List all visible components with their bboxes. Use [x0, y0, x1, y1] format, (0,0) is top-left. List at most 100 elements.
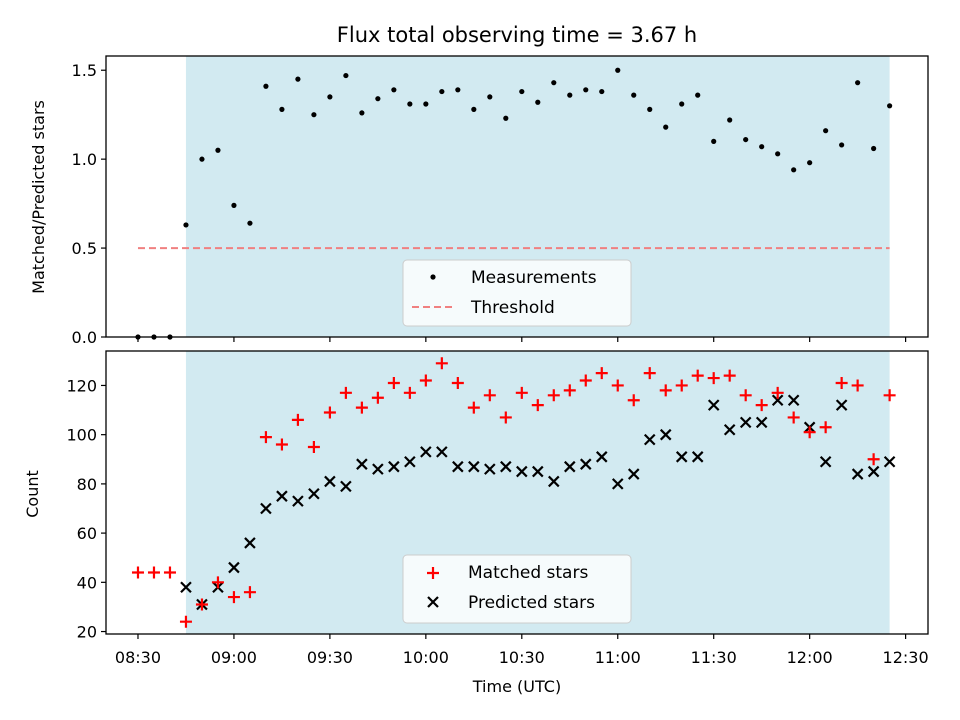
predicted-stars-point — [739, 416, 752, 429]
measurement-point — [679, 101, 685, 107]
x-tick-label: 12:00 — [787, 648, 833, 667]
predicted-stars-point — [420, 446, 432, 458]
predicted-stars-point — [579, 458, 592, 470]
matched-stars-point — [179, 615, 192, 628]
ratio-y-ticks: 0.0 0.5 1.0 1.5 — [72, 61, 106, 347]
matched-stars-point — [435, 357, 448, 370]
count-y-ticks: 20 40 60 80 100 120 — [66, 376, 106, 642]
predicted-stars-point — [372, 463, 384, 475]
measurement-point — [439, 88, 445, 95]
threshold-legend-label: Threshold — [470, 298, 555, 318]
predicted-stars-point — [516, 465, 528, 478]
matched-stars-point — [323, 406, 336, 419]
predicted-stars-point — [787, 394, 800, 406]
predicted-stars-point — [388, 460, 400, 473]
count-marks — [131, 357, 896, 628]
matched-stars-point — [723, 369, 736, 382]
measurement-point — [375, 96, 381, 102]
predicted-stars-point — [468, 460, 480, 473]
matched-stars-point — [387, 376, 400, 389]
predicted-stars-point — [691, 451, 704, 463]
matched-stars-point — [483, 389, 496, 402]
matched-stars-point — [243, 586, 256, 599]
measurements-legend-label: Measurements — [471, 268, 597, 288]
predicted-stars-point — [627, 468, 640, 480]
predicted-stars-point — [548, 475, 560, 488]
matched-stars-point — [787, 411, 800, 424]
predicted-stars-point — [883, 455, 896, 468]
matched-stars-point — [275, 438, 288, 451]
matched-stars-point — [419, 374, 432, 387]
ratio-y-axis-label: Matched/Predicted stars — [29, 100, 48, 294]
measurement-point — [791, 167, 797, 173]
measurement-point — [311, 112, 317, 118]
count-y-tick-label: 120 — [66, 376, 97, 395]
measurement-point — [871, 145, 877, 152]
measurement-point — [391, 87, 397, 93]
count-x-ticks: 08:30 09:00 09:30 10:00 10:30 11:00 11:30 12:00… — [115, 634, 929, 667]
matched-stars-point — [563, 384, 576, 397]
measurement-point — [183, 222, 189, 228]
measurement-point — [455, 87, 461, 93]
count-legend: Matched stars Predicted stars — [402, 554, 632, 624]
matched-stars-point — [355, 401, 368, 414]
matched-stars-point — [307, 440, 320, 453]
measurement-point — [631, 92, 637, 98]
measurement-point — [295, 76, 301, 82]
matched-stars-point — [707, 372, 720, 385]
matched-stars-point — [403, 386, 416, 399]
x-tick-label: 11:00 — [595, 648, 641, 667]
matched-legend-marker — [427, 567, 439, 579]
measurement-point — [711, 138, 717, 144]
matched-stars-point — [211, 576, 224, 589]
count-y-tick-label: 80 — [77, 475, 97, 494]
ratio-legend: Measurements Threshold — [402, 259, 632, 327]
predicted-stars-point — [675, 451, 688, 463]
measurement-point — [727, 117, 733, 123]
measurement-point — [647, 106, 653, 112]
matched-stars-point — [819, 421, 832, 434]
predicted-stars-point — [180, 581, 192, 594]
matched-stars-point — [451, 376, 464, 389]
predicted-stars-point — [500, 460, 512, 473]
measurement-point — [359, 110, 365, 116]
x-tick-label: 11:30 — [691, 648, 737, 667]
measurement-point — [695, 92, 701, 98]
measurement-point — [519, 88, 525, 95]
measurement-point — [855, 80, 861, 86]
matched-stars-point — [547, 389, 560, 402]
x-tick-label: 08:30 — [115, 648, 161, 667]
ratio-panel: 0.0 0.5 1.0 1.5 Matched/Predicted stars Mea… — [29, 55, 929, 347]
ratio-legend-box — [402, 259, 632, 327]
matched-stars-point — [259, 431, 272, 444]
measurement-point — [583, 87, 589, 93]
measurement-point — [471, 106, 477, 112]
predicted-stars-point — [260, 502, 272, 515]
measurement-point — [487, 94, 493, 100]
predicted-legend-marker — [427, 596, 439, 608]
measurement-point — [599, 88, 605, 95]
matched-stars-point — [515, 386, 528, 399]
predicted-stars-point — [835, 399, 848, 411]
predicted-stars-point — [532, 465, 544, 478]
predicted-stars-point — [404, 455, 416, 468]
count-y-tick-label: 40 — [77, 573, 97, 592]
x-tick-label: 09:00 — [211, 648, 257, 667]
matched-stars-point — [627, 394, 640, 407]
count-panel: 20 40 60 80 100 120 08:30 09:00 09:30 10:00 10:30… — [23, 350, 929, 696]
predicted-stars-point — [452, 460, 464, 473]
measurement-point — [775, 151, 781, 157]
measurement-point — [247, 220, 253, 226]
measurement-point — [327, 94, 333, 100]
ratio-x-ticks — [137, 337, 907, 342]
predicted-stars-point — [643, 433, 656, 446]
measurement-point — [423, 101, 429, 107]
predicted-stars-point — [867, 465, 880, 478]
ratio-y-tick-label: 0.0 — [72, 328, 97, 347]
predicted-legend-label: Predicted stars — [468, 593, 595, 613]
predicted-stars-point — [659, 428, 672, 441]
matched-stars-point — [291, 413, 304, 426]
predicted-stars-point — [723, 423, 736, 436]
matched-stars-point — [371, 391, 384, 404]
